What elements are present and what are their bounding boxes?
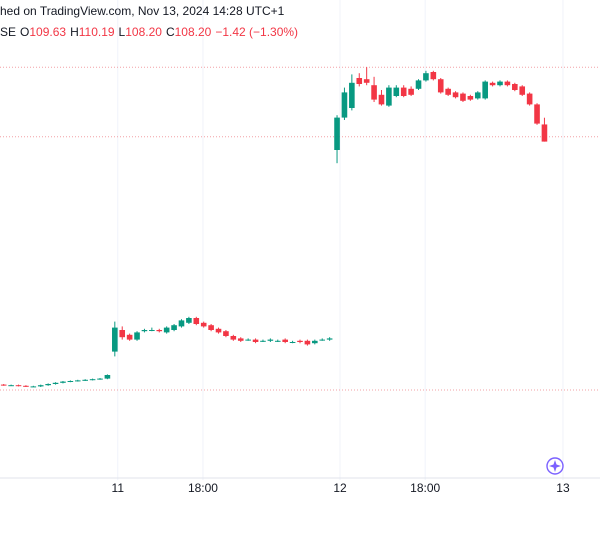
candle-body bbox=[400, 87, 407, 96]
ohlc-label: L bbox=[119, 25, 126, 39]
change: −1.42 (−1.30%) bbox=[215, 25, 298, 39]
candle-body bbox=[415, 80, 422, 89]
candle-body bbox=[223, 331, 229, 336]
candle-body bbox=[482, 81, 488, 99]
candle-body bbox=[319, 339, 326, 341]
ohlc-label: H bbox=[70, 25, 79, 39]
candle-body bbox=[326, 338, 333, 340]
candle-body bbox=[163, 327, 170, 333]
candle-body bbox=[289, 342, 296, 343]
candle-body bbox=[312, 340, 318, 344]
candle-body bbox=[267, 339, 274, 341]
candle-body bbox=[74, 380, 81, 382]
candle-body bbox=[52, 382, 59, 384]
symbol: SE bbox=[0, 25, 16, 39]
candle-body bbox=[341, 92, 348, 118]
candle-body bbox=[460, 93, 466, 101]
candle-body bbox=[474, 92, 481, 99]
candle-body bbox=[363, 79, 370, 83]
candle-body bbox=[171, 325, 177, 330]
candle-body bbox=[304, 340, 311, 345]
candle-body bbox=[282, 339, 288, 342]
candle-body bbox=[15, 385, 22, 387]
x-tick-label: 12 bbox=[333, 481, 347, 495]
ohlc-label: C bbox=[166, 25, 175, 39]
candle-body bbox=[297, 340, 303, 342]
x-tick-label: 18:00 bbox=[410, 481, 440, 495]
candle-body bbox=[245, 339, 251, 341]
candle-body bbox=[452, 92, 459, 98]
candle-body bbox=[45, 384, 51, 386]
time-axis: 11 18:00 12 18:00 13 bbox=[112, 481, 570, 495]
ohlc-value: 108.20 bbox=[125, 25, 162, 39]
candle-body bbox=[37, 385, 44, 387]
candle-body bbox=[134, 332, 140, 340]
ohlc-value: 109.63 bbox=[29, 25, 66, 39]
candle-body bbox=[274, 340, 281, 342]
candle-body bbox=[104, 375, 111, 379]
x-tick-label: 18:00 bbox=[188, 481, 218, 495]
candle-body bbox=[334, 117, 340, 150]
ohlc-label: O bbox=[20, 25, 29, 39]
candle-body bbox=[67, 381, 74, 382]
candle-body bbox=[156, 330, 163, 332]
candle-body bbox=[393, 87, 400, 96]
candle-body bbox=[97, 378, 103, 380]
candle-body bbox=[252, 339, 259, 342]
candle-body bbox=[126, 334, 133, 340]
icon-ring[interactable] bbox=[546, 457, 564, 475]
candle-body bbox=[193, 318, 200, 324]
icon-star[interactable] bbox=[549, 460, 561, 472]
candle-body bbox=[378, 94, 385, 105]
candle-body bbox=[489, 82, 496, 86]
candle-body bbox=[178, 320, 185, 327]
candles bbox=[0, 67, 548, 388]
candle-body bbox=[423, 73, 429, 81]
candle-body bbox=[445, 88, 451, 95]
candle-body bbox=[149, 330, 155, 331]
assistant-icon[interactable] bbox=[546, 457, 564, 475]
candle-body bbox=[430, 72, 437, 80]
candle-body bbox=[408, 88, 414, 95]
candle-body bbox=[371, 85, 377, 100]
candle-body bbox=[541, 124, 548, 142]
candle-body bbox=[141, 330, 148, 332]
candle-body bbox=[467, 96, 474, 100]
candle-body bbox=[119, 330, 126, 338]
candle-body bbox=[349, 82, 355, 108]
x-tick-label: 11 bbox=[112, 481, 125, 495]
candle-body bbox=[0, 384, 7, 386]
candle-body bbox=[534, 104, 540, 124]
candle-body bbox=[208, 325, 214, 330]
ohlc-value: 108.20 bbox=[175, 25, 212, 39]
ohlc-legend: SE O109.63 H110.19 L108.20 C108.20 −1.42 (−1.… bbox=[0, 25, 298, 39]
candle-body bbox=[215, 328, 222, 333]
candle-body bbox=[526, 93, 533, 105]
candle-body bbox=[89, 379, 96, 381]
candle-body bbox=[386, 87, 392, 106]
candle-body bbox=[237, 338, 244, 341]
candle-body bbox=[356, 78, 363, 84]
candle-body bbox=[23, 385, 29, 387]
candle-body bbox=[60, 381, 66, 383]
candle-body bbox=[8, 385, 14, 387]
candle-body bbox=[30, 386, 37, 388]
candle-body bbox=[260, 340, 266, 342]
candle-body bbox=[186, 318, 192, 323]
ohlc-value: 110.19 bbox=[79, 25, 115, 39]
source-text: hed on TradingView.com, Nov 13, 2024 14:… bbox=[0, 4, 285, 18]
candle-body bbox=[512, 84, 518, 90]
candle-body bbox=[200, 322, 207, 327]
candle-body bbox=[112, 327, 118, 352]
candle-body bbox=[230, 336, 237, 340]
candle-body bbox=[497, 81, 503, 86]
x-tick-label: 13 bbox=[556, 481, 570, 495]
candle-body bbox=[82, 379, 88, 381]
candle-body bbox=[437, 79, 444, 93]
candle-body bbox=[519, 86, 526, 95]
candle-body bbox=[504, 81, 511, 86]
